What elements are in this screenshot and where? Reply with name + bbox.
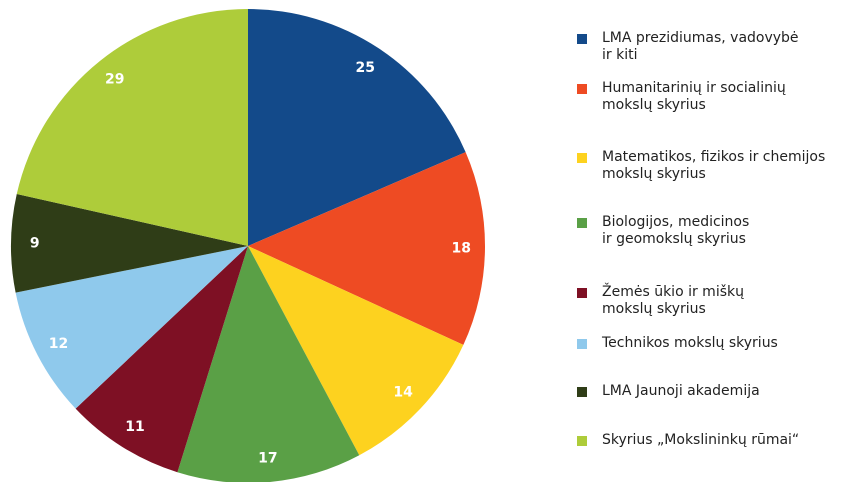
- legend-swatch: [577, 387, 587, 397]
- legend-swatch: [577, 84, 587, 94]
- legend-item: Biologijos, medicinos ir geomokslų skyri…: [577, 214, 749, 248]
- legend-label: Skyrius „Mokslininkų rūmai“: [602, 432, 800, 448]
- data-label: 14: [393, 384, 413, 400]
- legend-item: LMA Jaunoji akademija: [577, 383, 760, 400]
- pie-slice: [248, 9, 466, 246]
- legend-label: Biologijos, medicinos ir geomokslų skyri…: [602, 214, 750, 247]
- data-label: 12: [49, 336, 68, 352]
- data-label: 29: [105, 71, 124, 87]
- legend-swatch: [577, 34, 587, 44]
- legend-item: Humanitarinių ir socialinių mokslų skyri…: [577, 80, 786, 114]
- legend-swatch: [577, 153, 587, 163]
- legend-swatch: [577, 436, 587, 446]
- legend-swatch: [577, 339, 587, 349]
- data-label: 17: [258, 450, 277, 466]
- legend-item: Skyrius „Mokslininkų rūmai“: [577, 432, 799, 449]
- legend-label: Žemės ūkio ir miškų mokslų skyrius: [602, 284, 744, 317]
- legend-label: Humanitarinių ir socialinių mokslų skyri…: [602, 80, 786, 113]
- pie-slice: [11, 194, 248, 293]
- legend-item: Žemės ūkio ir miškų mokslų skyrius: [577, 284, 744, 318]
- legend-label: Matematikos, fizikos ir chemijos mokslų …: [602, 149, 826, 182]
- legend-swatch: [577, 218, 587, 228]
- legend-label: LMA prezidiumas, vadovybė ir kiti: [602, 30, 799, 63]
- data-label: 9: [30, 236, 40, 252]
- pie-slice: [75, 246, 248, 473]
- pie-slice: [16, 9, 249, 246]
- legend-label: Technikos mokslų skyrius: [602, 335, 778, 351]
- data-label: 11: [125, 419, 144, 435]
- legend-item: LMA prezidiumas, vadovybė ir kiti: [577, 30, 799, 64]
- pie-slice: [248, 152, 485, 345]
- pie-slice: [248, 246, 464, 456]
- data-label: 18: [452, 240, 471, 256]
- legend-swatch: [577, 288, 587, 298]
- legend-item: Technikos mokslų skyrius: [577, 335, 778, 352]
- legend-item: Matematikos, fizikos ir chemijos mokslų …: [577, 149, 825, 183]
- data-label: 25: [355, 60, 374, 76]
- pie-slice: [177, 246, 360, 482]
- legend-label: LMA Jaunoji akademija: [602, 383, 760, 399]
- pie-slice: [15, 246, 248, 409]
